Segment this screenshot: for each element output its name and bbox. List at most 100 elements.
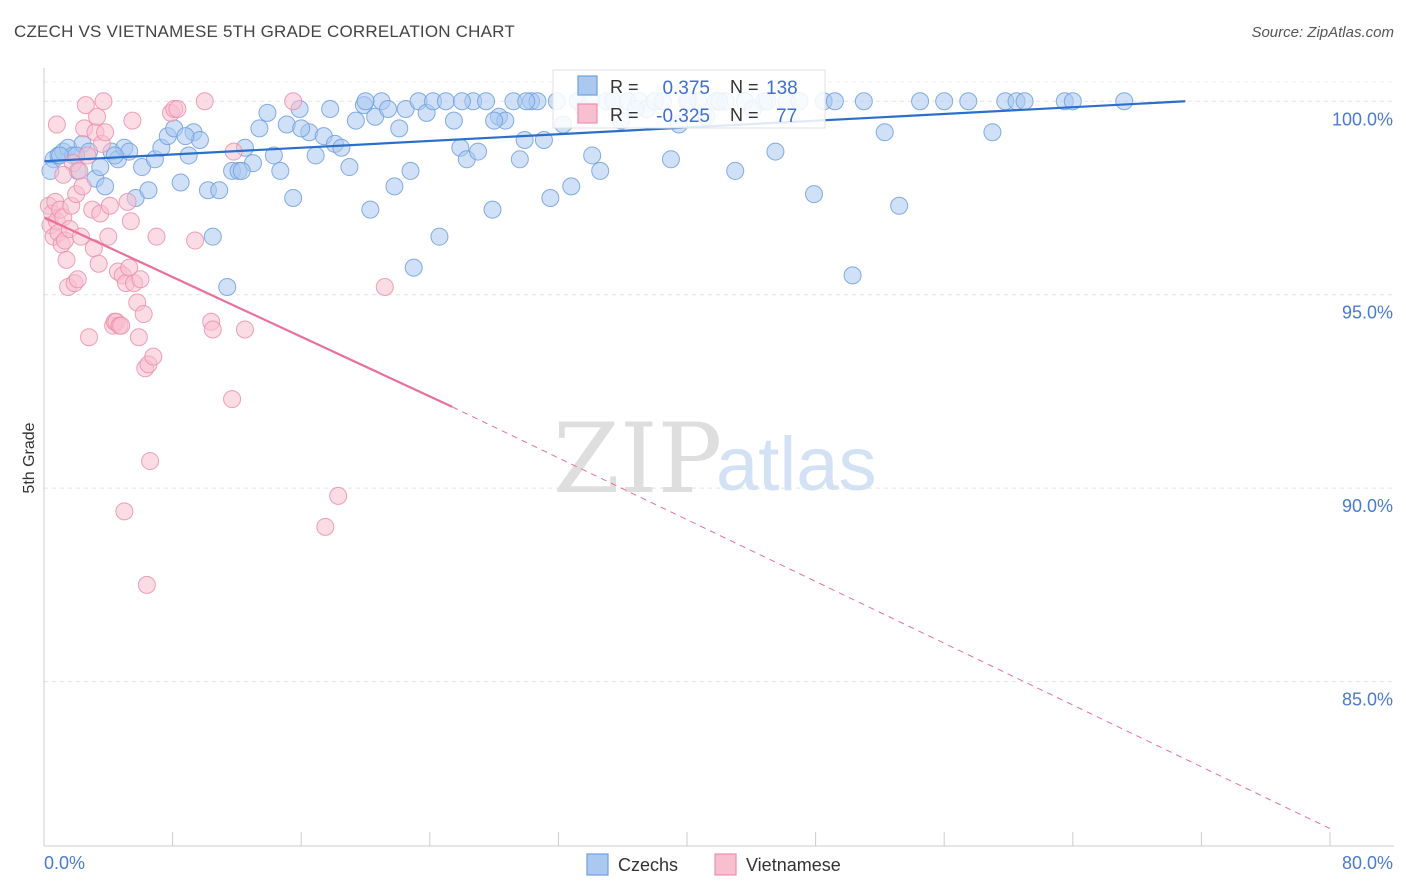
point-czechs-129[interactable] <box>176 127 195 146</box>
point-vietnamese-33[interactable] <box>96 123 115 142</box>
point-czechs-131[interactable] <box>292 119 311 138</box>
point-czechs-28[interactable] <box>210 181 229 200</box>
point-vietnamese-67[interactable] <box>223 390 242 409</box>
point-czechs-81[interactable] <box>562 177 581 196</box>
point-czechs-105[interactable] <box>766 142 785 161</box>
legend-label-czechs[interactable]: Czechs <box>618 855 678 875</box>
point-vietnamese-24[interactable] <box>80 328 99 347</box>
point-vietnamese-52[interactable] <box>131 270 150 289</box>
point-czechs-35[interactable] <box>258 103 277 122</box>
point-vietnamese-43[interactable] <box>115 502 134 521</box>
point-czechs-10[interactable] <box>96 177 115 196</box>
point-czechs-134[interactable] <box>452 92 471 111</box>
point-vietnamese-19[interactable] <box>70 161 89 180</box>
point-czechs-63[interactable] <box>444 111 463 130</box>
point-czechs-101[interactable] <box>726 161 745 180</box>
point-czechs-37[interactable] <box>271 161 290 180</box>
point-czechs-47[interactable] <box>340 158 359 177</box>
point-czechs-124[interactable] <box>1115 92 1134 111</box>
point-vietnamese-62[interactable] <box>168 100 187 119</box>
point-czechs-68[interactable] <box>477 92 496 111</box>
point-vietnamese-55[interactable] <box>137 575 156 594</box>
point-vietnamese-76[interactable] <box>73 177 92 196</box>
point-vietnamese-32[interactable] <box>94 92 113 111</box>
point-czechs-115[interactable] <box>911 92 930 111</box>
point-vietnamese-71[interactable] <box>316 517 335 536</box>
point-czechs-54[interactable] <box>385 177 404 196</box>
legend-swatch-vietnamese[interactable] <box>714 853 737 876</box>
point-czechs-114[interactable] <box>890 196 909 215</box>
point-czechs-44[interactable] <box>321 100 340 119</box>
point-czechs-117[interactable] <box>959 92 978 111</box>
point-czechs-57[interactable] <box>404 258 423 277</box>
point-czechs-84[interactable] <box>583 146 602 165</box>
point-vietnamese-51[interactable] <box>129 328 148 347</box>
point-czechs-108[interactable] <box>804 185 823 204</box>
point-vietnamese-35[interactable] <box>100 196 119 215</box>
point-czechs-74[interactable] <box>515 130 534 149</box>
point-vietnamese-28[interactable] <box>88 107 107 126</box>
point-czechs-132[interactable] <box>356 92 375 111</box>
point-vietnamese-53[interactable] <box>134 305 153 324</box>
point-czechs-46[interactable] <box>332 138 351 157</box>
point-vietnamese-11[interactable] <box>57 250 76 269</box>
point-vietnamese-45[interactable] <box>118 192 137 211</box>
point-czechs-55[interactable] <box>390 119 409 138</box>
point-vietnamese-48[interactable] <box>123 111 142 130</box>
point-czechs-94[interactable] <box>661 150 680 169</box>
point-czechs-67[interactable] <box>469 142 488 161</box>
point-czechs-27[interactable] <box>203 227 222 246</box>
point-czechs-130[interactable] <box>232 161 251 180</box>
point-czechs-78[interactable] <box>541 188 560 207</box>
point-vietnamese-63[interactable] <box>186 231 205 250</box>
point-vietnamese-22[interactable] <box>76 96 95 115</box>
point-czechs-121[interactable] <box>1015 92 1034 111</box>
point-czechs-135[interactable] <box>485 111 504 130</box>
point-vietnamese-73[interactable] <box>375 277 394 296</box>
point-vietnamese-41[interactable] <box>112 316 131 335</box>
point-czechs-50[interactable] <box>361 200 380 219</box>
point-vietnamese-64[interactable] <box>195 92 214 111</box>
point-czechs-39[interactable] <box>284 188 303 207</box>
legend-swatch-czechs[interactable] <box>586 853 609 876</box>
point-czechs-48[interactable] <box>346 111 365 130</box>
point-czechs-110[interactable] <box>825 92 844 111</box>
point-vietnamese-18[interactable] <box>68 270 87 289</box>
point-czechs-62[interactable] <box>436 92 455 111</box>
point-vietnamese-58[interactable] <box>144 347 163 366</box>
point-vietnamese-29[interactable] <box>89 254 108 273</box>
point-vietnamese-59[interactable] <box>147 227 166 246</box>
point-czechs-22[interactable] <box>171 173 190 192</box>
point-czechs-116[interactable] <box>935 92 954 111</box>
point-czechs-123[interactable] <box>1063 92 1082 111</box>
point-czechs-29[interactable] <box>218 277 237 296</box>
point-vietnamese-70[interactable] <box>284 92 303 111</box>
point-czechs-53[interactable] <box>379 100 398 119</box>
point-czechs-23[interactable] <box>179 146 198 165</box>
point-czechs-42[interactable] <box>306 146 325 165</box>
point-czechs-113[interactable] <box>875 123 894 142</box>
point-czechs-34[interactable] <box>250 119 269 138</box>
point-czechs-136[interactable] <box>517 92 536 111</box>
point-czechs-69[interactable] <box>483 200 502 219</box>
point-vietnamese-66[interactable] <box>203 320 222 339</box>
point-czechs-112[interactable] <box>854 92 873 111</box>
point-czechs-128[interactable] <box>105 146 124 165</box>
point-czechs-85[interactable] <box>591 161 610 180</box>
point-czechs-133[interactable] <box>401 161 420 180</box>
point-vietnamese-74[interactable] <box>47 115 66 134</box>
point-czechs-36[interactable] <box>264 146 283 165</box>
point-czechs-73[interactable] <box>510 150 529 169</box>
point-vietnamese-75[interactable] <box>54 165 73 184</box>
legend-label-vietnamese[interactable]: Vietnamese <box>746 855 841 875</box>
point-vietnamese-72[interactable] <box>329 486 348 505</box>
point-vietnamese-47[interactable] <box>121 212 140 231</box>
point-vietnamese-57[interactable] <box>141 452 160 471</box>
point-czechs-111[interactable] <box>843 266 862 285</box>
point-vietnamese-69[interactable] <box>235 320 254 339</box>
point-czechs-17[interactable] <box>139 181 158 200</box>
point-czechs-118[interactable] <box>983 123 1002 142</box>
point-czechs-61[interactable] <box>430 227 449 246</box>
point-vietnamese-23[interactable] <box>78 146 97 165</box>
point-vietnamese-34[interactable] <box>99 227 118 246</box>
